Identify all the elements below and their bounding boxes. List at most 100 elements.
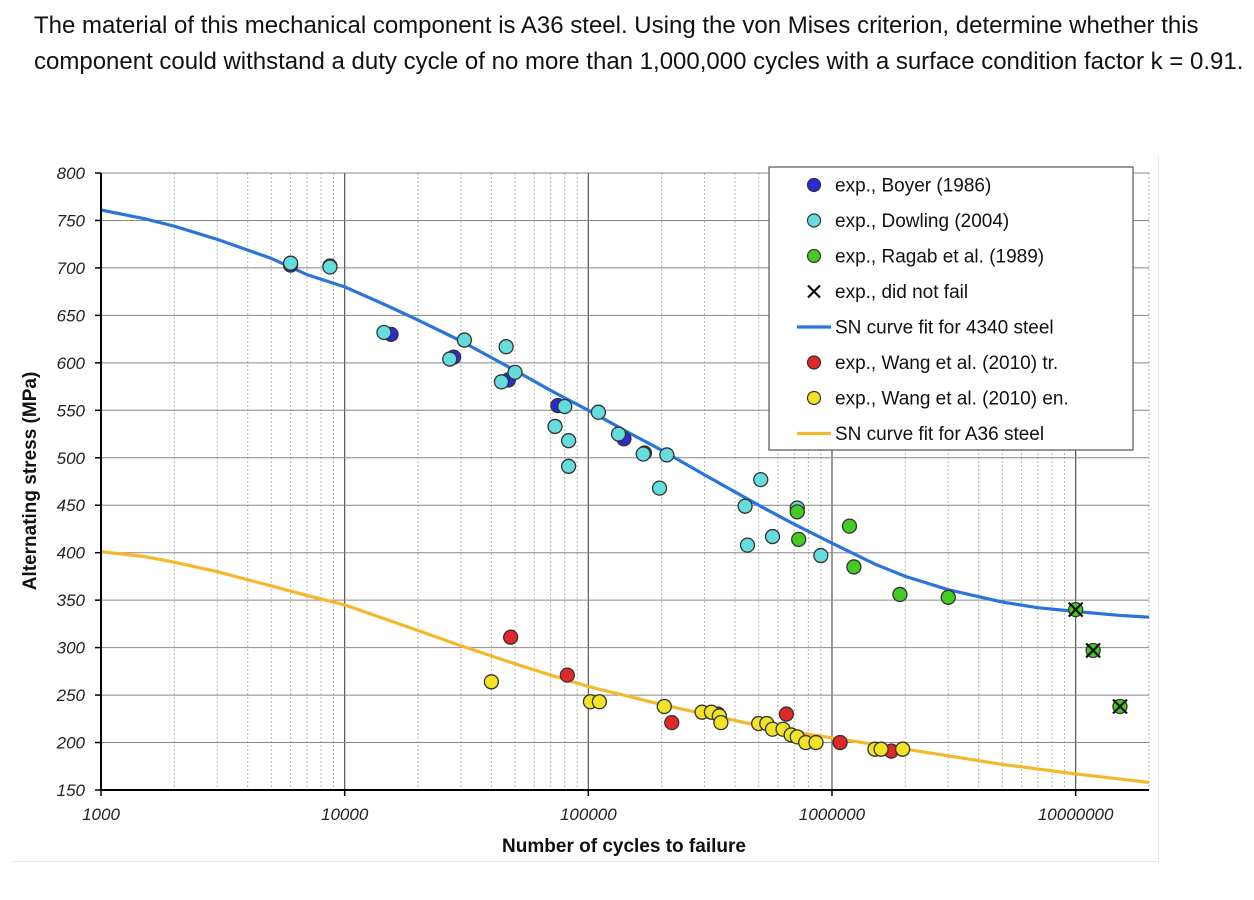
legend-item: SN curve fit for 4340 steel xyxy=(797,318,1054,339)
data-point-dowling xyxy=(737,498,753,514)
data-point-dowling xyxy=(659,447,675,463)
chart-frame xyxy=(12,155,1159,862)
data-point-dowling xyxy=(560,458,577,474)
legend-item: exp., did not fail xyxy=(807,282,968,303)
x-mark-stroke xyxy=(1085,642,1101,659)
data-point-dowling xyxy=(282,255,299,271)
y-tick-label: 550 xyxy=(57,401,86,420)
data-point-wang_tr xyxy=(664,714,680,731)
data-point-wang_en xyxy=(483,674,500,690)
x-mark-stroke xyxy=(1067,601,1084,618)
y-tick-label: 400 xyxy=(57,544,86,563)
data-point-wang_en xyxy=(895,741,911,757)
data-point-ragab xyxy=(789,504,805,520)
y-tick-label: 500 xyxy=(57,449,86,468)
x-tick-label: 10000 xyxy=(321,805,369,824)
legend-swatch xyxy=(806,390,822,406)
y-tick-label: 700 xyxy=(57,259,86,278)
data-point-dowling xyxy=(547,418,563,435)
legend-label: exp., Wang et al. (2010) tr. xyxy=(835,353,1058,374)
did-not-fail-marker xyxy=(1067,601,1084,618)
data-point-ragab xyxy=(892,586,908,603)
legend-item: exp., Dowling (2004) xyxy=(806,211,1009,232)
data-point-dowling xyxy=(498,339,514,355)
data-point-dowling xyxy=(590,404,607,420)
data-point-dowling xyxy=(322,259,338,275)
sn-curve-a36 xyxy=(100,550,1150,784)
data-point-ragab xyxy=(841,518,858,534)
legend-swatch xyxy=(806,355,822,370)
data-point-wang_tr xyxy=(503,629,519,645)
data-point-ragab xyxy=(846,559,862,575)
data-point-wang_en xyxy=(591,694,608,710)
data-point-dowling xyxy=(651,480,668,496)
data-point-dowling xyxy=(635,446,651,462)
data-point-dowling xyxy=(557,398,573,415)
legend-item: exp., Wang et al. (2010) tr. xyxy=(806,353,1058,374)
data-point-wang_en xyxy=(808,734,824,751)
y-tick-label: 200 xyxy=(56,734,86,753)
legend-swatch xyxy=(806,213,822,228)
y-tick-labels: 150 200 250 300 350 400 450 500 550 600 650 700 750 8… xyxy=(56,164,101,800)
data-point-dowling xyxy=(456,332,473,348)
data-point-wang_en xyxy=(873,741,889,757)
y-tick-label: 350 xyxy=(57,591,86,610)
legend-label: SN curve fit for A36 steel xyxy=(835,424,1044,445)
x-tick-label: 10000000 xyxy=(1038,805,1114,824)
y-tick-label: 150 xyxy=(57,781,86,800)
data-point-dowling xyxy=(560,433,577,449)
data-point-dowling xyxy=(376,324,392,341)
x-tick-labels: 1000 10000 100000 1000000 10000000 xyxy=(82,790,1114,824)
legend-label: exp., Ragab et al. (1989) xyxy=(835,247,1044,268)
y-tick-label: 300 xyxy=(57,639,86,658)
data-point-wang_tr xyxy=(559,667,575,683)
data-point-wang_tr xyxy=(832,734,848,751)
data-point-dowling xyxy=(507,364,523,380)
legend-label: SN curve fit for 4340 steel xyxy=(835,318,1054,339)
data-point-wang_en xyxy=(656,698,672,715)
legend-item: exp., Wang et al. (2010) en. xyxy=(806,389,1069,410)
data-point-dowling xyxy=(753,471,769,488)
legend: exp., Boyer (1986) exp., Dowling (2004) ex… xyxy=(768,166,1134,451)
data-point-dowling xyxy=(442,351,458,367)
data-point-wang_tr xyxy=(778,706,795,722)
legend-swatch xyxy=(806,248,822,264)
legend-item: exp., Boyer (1986) xyxy=(806,176,991,197)
y-tick-label: 800 xyxy=(57,164,86,183)
did-not-fail-marker xyxy=(1112,698,1128,715)
data-points xyxy=(282,255,1128,759)
x-tick-label: 1000 xyxy=(82,805,120,824)
question-text: The material of this mechanical componen… xyxy=(34,12,1244,75)
x-tick-label: 100000 xyxy=(560,805,617,824)
legend-label: exp., Wang et al. (2010) en. xyxy=(835,389,1069,410)
y-tick-label: 250 xyxy=(56,686,86,705)
y-axis-label: Alternating stress (MPa) xyxy=(20,372,41,591)
data-point-ragab xyxy=(791,531,807,548)
data-point-dowling xyxy=(739,537,756,553)
legend-swatch xyxy=(807,284,821,299)
legend-label: exp., Boyer (1986) xyxy=(835,176,991,197)
axes xyxy=(100,173,1149,791)
x-axis-label: Number of cycles to failure xyxy=(502,836,746,857)
legend-label: exp., did not fail xyxy=(835,282,968,303)
data-point-ragab xyxy=(940,589,956,605)
data-point-dowling xyxy=(493,374,510,390)
minor-gridlines xyxy=(173,173,1150,790)
legend-box xyxy=(768,166,1134,451)
data-point-dowling xyxy=(764,528,781,545)
x-tick-label: 1000000 xyxy=(799,805,866,824)
legend-label: exp., Dowling (2004) xyxy=(835,211,1009,232)
y-tick-label: 450 xyxy=(57,496,86,515)
y-tick-label: 750 xyxy=(57,211,86,230)
data-point-wang_en xyxy=(713,714,729,731)
y-tick-label: 600 xyxy=(57,354,86,373)
legend-item: SN curve fit for A36 steel xyxy=(797,424,1044,445)
legend-swatch xyxy=(806,177,822,193)
y-tick-label: 650 xyxy=(57,306,86,325)
legend-item: exp., Ragab et al. (1989) xyxy=(806,247,1044,268)
x-mark-stroke xyxy=(1112,698,1128,715)
did-not-fail-marker xyxy=(1085,642,1101,659)
data-point-dowling xyxy=(813,547,829,564)
data-point-dowling xyxy=(610,426,627,442)
